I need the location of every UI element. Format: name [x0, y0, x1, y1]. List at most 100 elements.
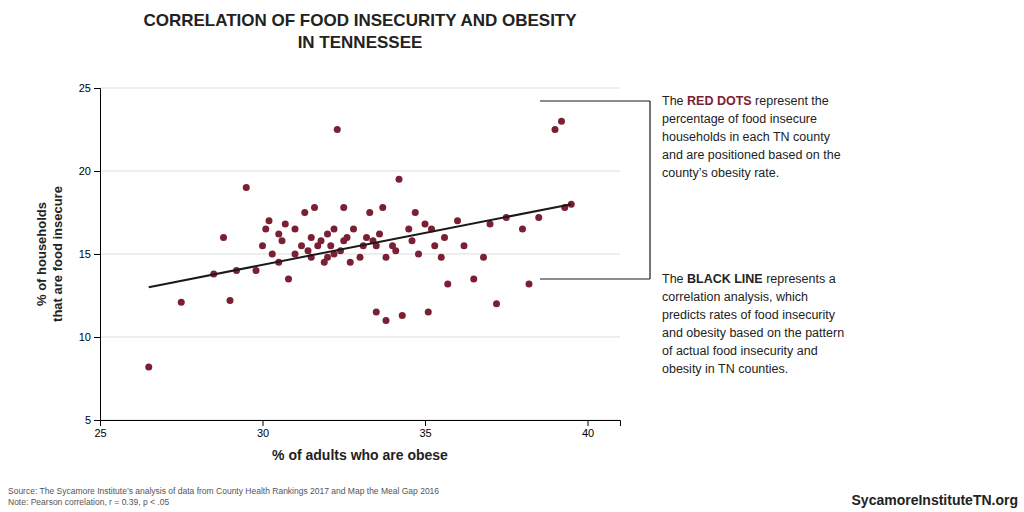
- grid-line: [100, 88, 620, 89]
- bracket-spine: [649, 101, 650, 279]
- annotation-line: and are positioned based on the: [662, 148, 841, 162]
- annotation-line: correlation analysis, which: [662, 290, 808, 304]
- tick-label: 5: [85, 414, 91, 426]
- dot: [262, 226, 269, 233]
- tick-mark: [94, 254, 100, 255]
- tick: 25: [79, 82, 100, 94]
- dot: [357, 254, 364, 261]
- source-line: Note: Pearson correlation, r = 0.39, p <…: [8, 497, 169, 507]
- dot: [301, 209, 308, 216]
- dot: [253, 267, 260, 274]
- dot: [422, 221, 429, 228]
- annotation-highlight: RED DOTS: [687, 94, 752, 108]
- dot: [363, 234, 370, 241]
- tick-mark: [425, 420, 426, 426]
- dot: [376, 231, 383, 238]
- dot: [327, 242, 334, 249]
- dot: [311, 204, 318, 211]
- dot: [519, 226, 526, 233]
- annotation: The RED DOTS represent thepercentage of …: [662, 94, 841, 180]
- dot: [558, 118, 565, 125]
- x-axis-title: % of adults who are obese: [272, 447, 448, 463]
- title-line: IN TENNESSEE: [298, 33, 423, 52]
- scatter-series: [145, 118, 575, 371]
- tick-label: 25: [79, 82, 91, 94]
- dot: [324, 231, 331, 238]
- dot: [399, 312, 406, 319]
- y-axis-title-line: % of households: [34, 202, 49, 306]
- annotation-text: represent thepercentage of food insecure…: [662, 94, 841, 180]
- annotation-line: and obesity based on the pattern: [662, 326, 844, 340]
- dot: [493, 300, 500, 307]
- tick-mark: [94, 171, 100, 172]
- tick-label: 30: [257, 427, 269, 439]
- dot: [383, 317, 390, 324]
- chart-svg: 25 30 35 40 5 10 15 20 25 CORRELATION OF FOOD INS…: [0, 0, 1024, 512]
- dot: [324, 254, 331, 261]
- dot: [269, 251, 276, 258]
- tick-label: 35: [419, 427, 431, 439]
- tick: 5: [85, 414, 100, 426]
- annotation-highlight: BLACK LINE: [687, 272, 763, 286]
- grid-line: [100, 337, 620, 338]
- dot: [552, 126, 559, 133]
- tick-label: 15: [79, 248, 91, 260]
- source-note: Source: The Sycamore Institute’s analysi…: [8, 486, 439, 507]
- dot: [266, 217, 273, 224]
- y-axis-title-line: that are food insecure: [50, 186, 65, 322]
- dot: [409, 237, 416, 244]
- dot: [396, 176, 403, 183]
- annotation-line: represents a: [763, 272, 836, 286]
- title: CORRELATION OF FOOD INSECURITY AND OBESI…: [143, 11, 577, 52]
- bracket-arm: [540, 100, 650, 101]
- dot: [535, 214, 542, 221]
- dot: [347, 259, 354, 266]
- tick-label: 10: [79, 331, 91, 343]
- dot: [431, 242, 438, 249]
- dot: [243, 184, 250, 191]
- tick: 10: [79, 331, 100, 343]
- annotation-line: of actual food insecurity and: [662, 344, 818, 358]
- source-line: Source: The Sycamore Institute’s analysi…: [8, 486, 439, 496]
- bracket: [540, 101, 650, 279]
- dot: [340, 204, 347, 211]
- dot: [392, 247, 399, 254]
- dot: [454, 217, 461, 224]
- dot: [334, 126, 341, 133]
- axis-line: [94, 89, 101, 421]
- grid-line: [100, 171, 620, 172]
- dot: [292, 226, 299, 233]
- annotation-line: predicts rates of food insecurity: [662, 308, 836, 322]
- annotation-line: obesity in TN counties.: [662, 362, 788, 376]
- dot: [279, 237, 286, 244]
- watermark: SycamoreInstituteTN.org: [852, 492, 1018, 508]
- dot: [373, 309, 380, 316]
- annotation-line: households in each TN county: [662, 130, 831, 144]
- tick-mark: [588, 420, 589, 426]
- annotation-line: percentage of food insecure: [662, 112, 817, 126]
- dot: [415, 251, 422, 258]
- dot: [220, 234, 227, 241]
- dot: [298, 242, 305, 249]
- x-axis: 25 30 35 40: [94, 420, 620, 439]
- tick-label: 40: [582, 427, 594, 439]
- dot: [331, 226, 338, 233]
- annotation: The BLACK LINE represents a correlation a…: [662, 272, 844, 376]
- tick: 25: [94, 420, 106, 439]
- tick-mark: [263, 420, 264, 426]
- annotation-lead: The: [662, 272, 687, 286]
- dot: [308, 234, 315, 241]
- dot: [487, 221, 494, 228]
- dot: [461, 242, 468, 249]
- dot: [305, 247, 312, 254]
- dot: [405, 226, 412, 233]
- tick: 35: [419, 420, 431, 439]
- dot: [470, 275, 477, 282]
- tick: 20: [79, 165, 100, 177]
- tick-mark: [94, 88, 100, 89]
- dot: [383, 254, 390, 261]
- trend-line: [149, 204, 572, 287]
- dot: [285, 275, 292, 282]
- tick: 40: [582, 420, 594, 439]
- axis-line: [101, 421, 621, 427]
